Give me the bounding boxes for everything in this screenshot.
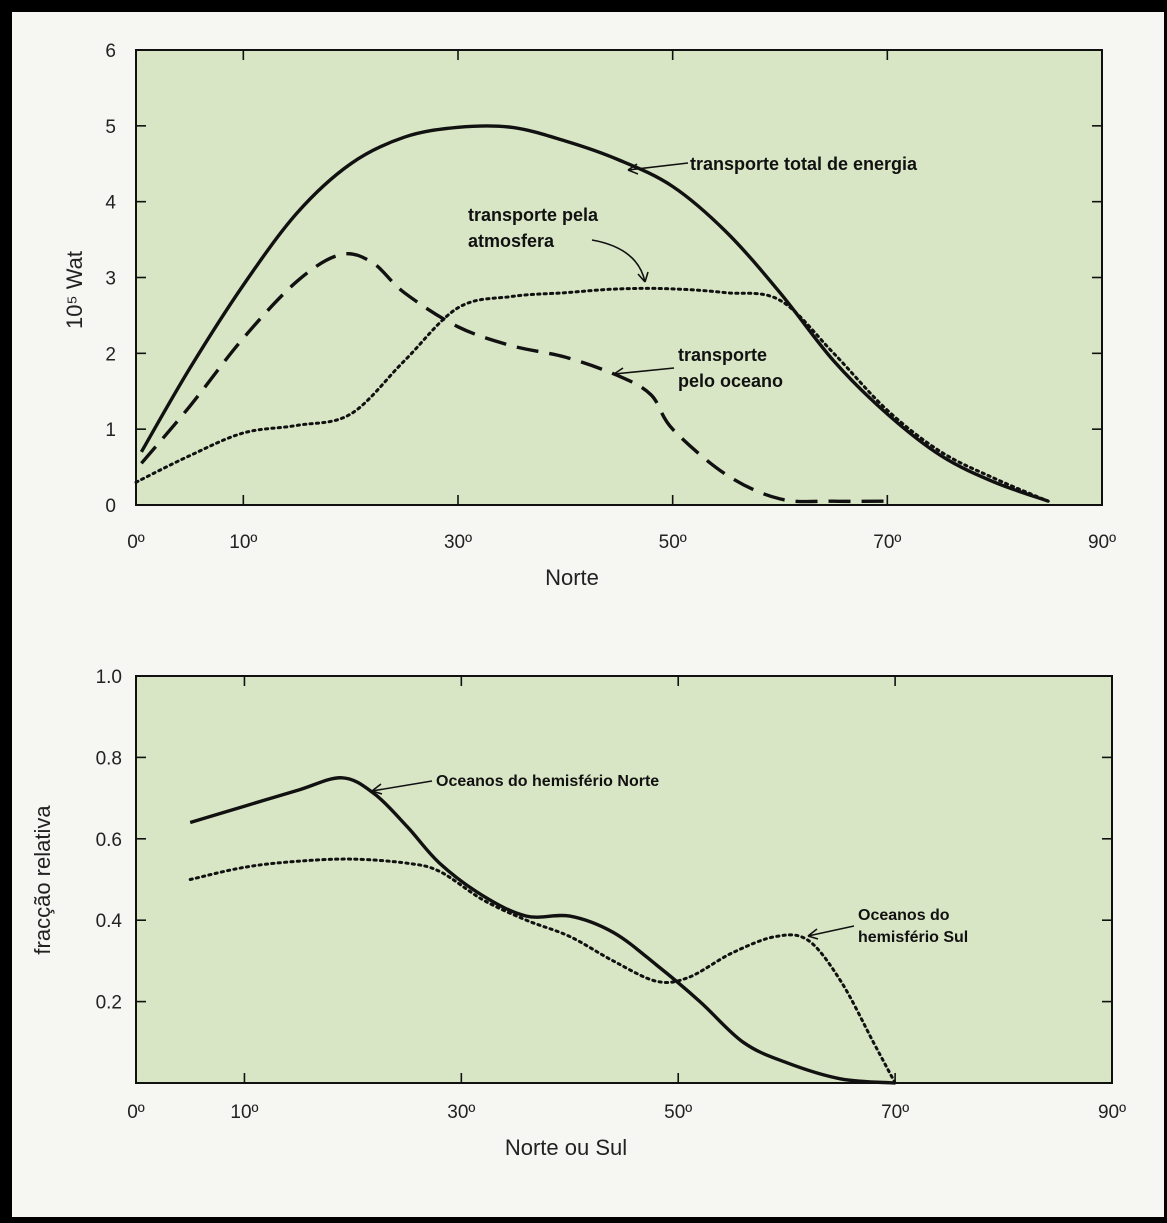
x-tick-label: 30º xyxy=(447,1102,475,1123)
annotation-ocean-line1: transporte xyxy=(678,345,767,365)
plot-area xyxy=(135,49,1103,506)
series-line-dashed xyxy=(140,252,888,504)
x-tick-label: 10º xyxy=(230,1102,258,1123)
energy-transport-chart: 0º 10º 30º 50º 70º 90º 0 1 2 3 4 5 6 transporte tota… xyxy=(62,41,1116,590)
arrowhead-south-oceans xyxy=(807,928,819,940)
series-line-dotted xyxy=(134,286,1050,503)
arrow-ocean xyxy=(613,367,675,375)
y-tick-label: 0.2 xyxy=(96,993,122,1014)
y-tick-label: 3 xyxy=(105,269,116,290)
ocean-fraction-chart: 0º 10º 30º 50º 70º 90º 0.2 0.4 0.6 0.8 1.0 Oceanos… xyxy=(30,667,1126,1160)
arrow-north-oceans xyxy=(371,780,433,792)
annotations: transporte total de energia transporte p… xyxy=(468,154,918,391)
x-tick-label: 10º xyxy=(229,532,257,553)
annotation-south-oceans-line1: Oceanos do xyxy=(858,907,950,924)
annotation-ocean-line2: pelo oceano xyxy=(678,371,783,391)
arrow-south-oceans xyxy=(807,925,855,937)
arrow-atmosphere xyxy=(591,239,646,283)
arrow-total xyxy=(627,162,689,171)
series-line-solid xyxy=(189,776,896,1085)
arrowhead-ocean xyxy=(613,367,625,379)
annotations: Oceanos do hemisfério Norte Oceanos do h… xyxy=(371,773,968,946)
plot-area xyxy=(135,675,1113,1084)
series-lines xyxy=(134,124,1050,504)
x-tick-label: 90º xyxy=(1098,1102,1126,1123)
annotation-north-oceans: Oceanos do hemisfério Norte xyxy=(436,773,659,790)
y-tick-label: 2 xyxy=(105,344,116,365)
x-tick-label: 70º xyxy=(881,1102,909,1123)
arrowhead-north-oceans xyxy=(371,783,383,795)
y-axis-title: fracção relativa xyxy=(30,805,55,955)
x-tick-label: 70º xyxy=(873,532,901,553)
series-line-dotted xyxy=(188,857,897,1085)
x-tick-label: 50º xyxy=(664,1102,692,1123)
y-tick-label: 1 xyxy=(105,420,116,441)
y-tick-label: 0 xyxy=(105,496,116,517)
annotation-atmosphere-line2: atmosfera xyxy=(468,231,555,251)
annotation-south-oceans-line2: hemisfério Sul xyxy=(858,929,968,946)
x-axis-title: Norte ou Sul xyxy=(505,1135,627,1160)
y-tick-label: 4 xyxy=(105,193,116,214)
x-tick-label: 30º xyxy=(444,532,472,553)
series-lines xyxy=(188,776,897,1085)
axis-ticks: 0º 10º 30º 50º 70º 90º 0.2 0.4 0.6 0.8 1.0 xyxy=(96,667,1127,1123)
y-tick-label: 0.4 xyxy=(96,911,123,932)
annotation-total: transporte total de energia xyxy=(690,154,918,174)
x-tick-label: 50º xyxy=(659,532,687,553)
y-axis-title: 10⁵ Wat xyxy=(62,251,87,329)
x-axis-title: Norte xyxy=(545,565,599,590)
x-tick-label: 90º xyxy=(1088,532,1116,553)
y-tick-label: 5 xyxy=(105,117,116,138)
y-tick-label: 1.0 xyxy=(96,667,122,688)
x-tick-label: 0º xyxy=(127,532,145,553)
y-tick-label: 0.6 xyxy=(96,830,122,851)
arrowhead-atmosphere xyxy=(637,271,649,283)
arrowhead-total xyxy=(627,163,639,175)
y-tick-label: 6 xyxy=(105,41,116,62)
series-line-solid xyxy=(139,124,1049,503)
axis-ticks: 0º 10º 30º 50º 70º 90º 0 1 2 3 4 5 6 xyxy=(105,41,1116,553)
annotation-atmosphere-line1: transporte pela xyxy=(468,205,599,225)
x-tick-label: 0º xyxy=(127,1102,145,1123)
y-tick-label: 0.8 xyxy=(96,748,122,769)
